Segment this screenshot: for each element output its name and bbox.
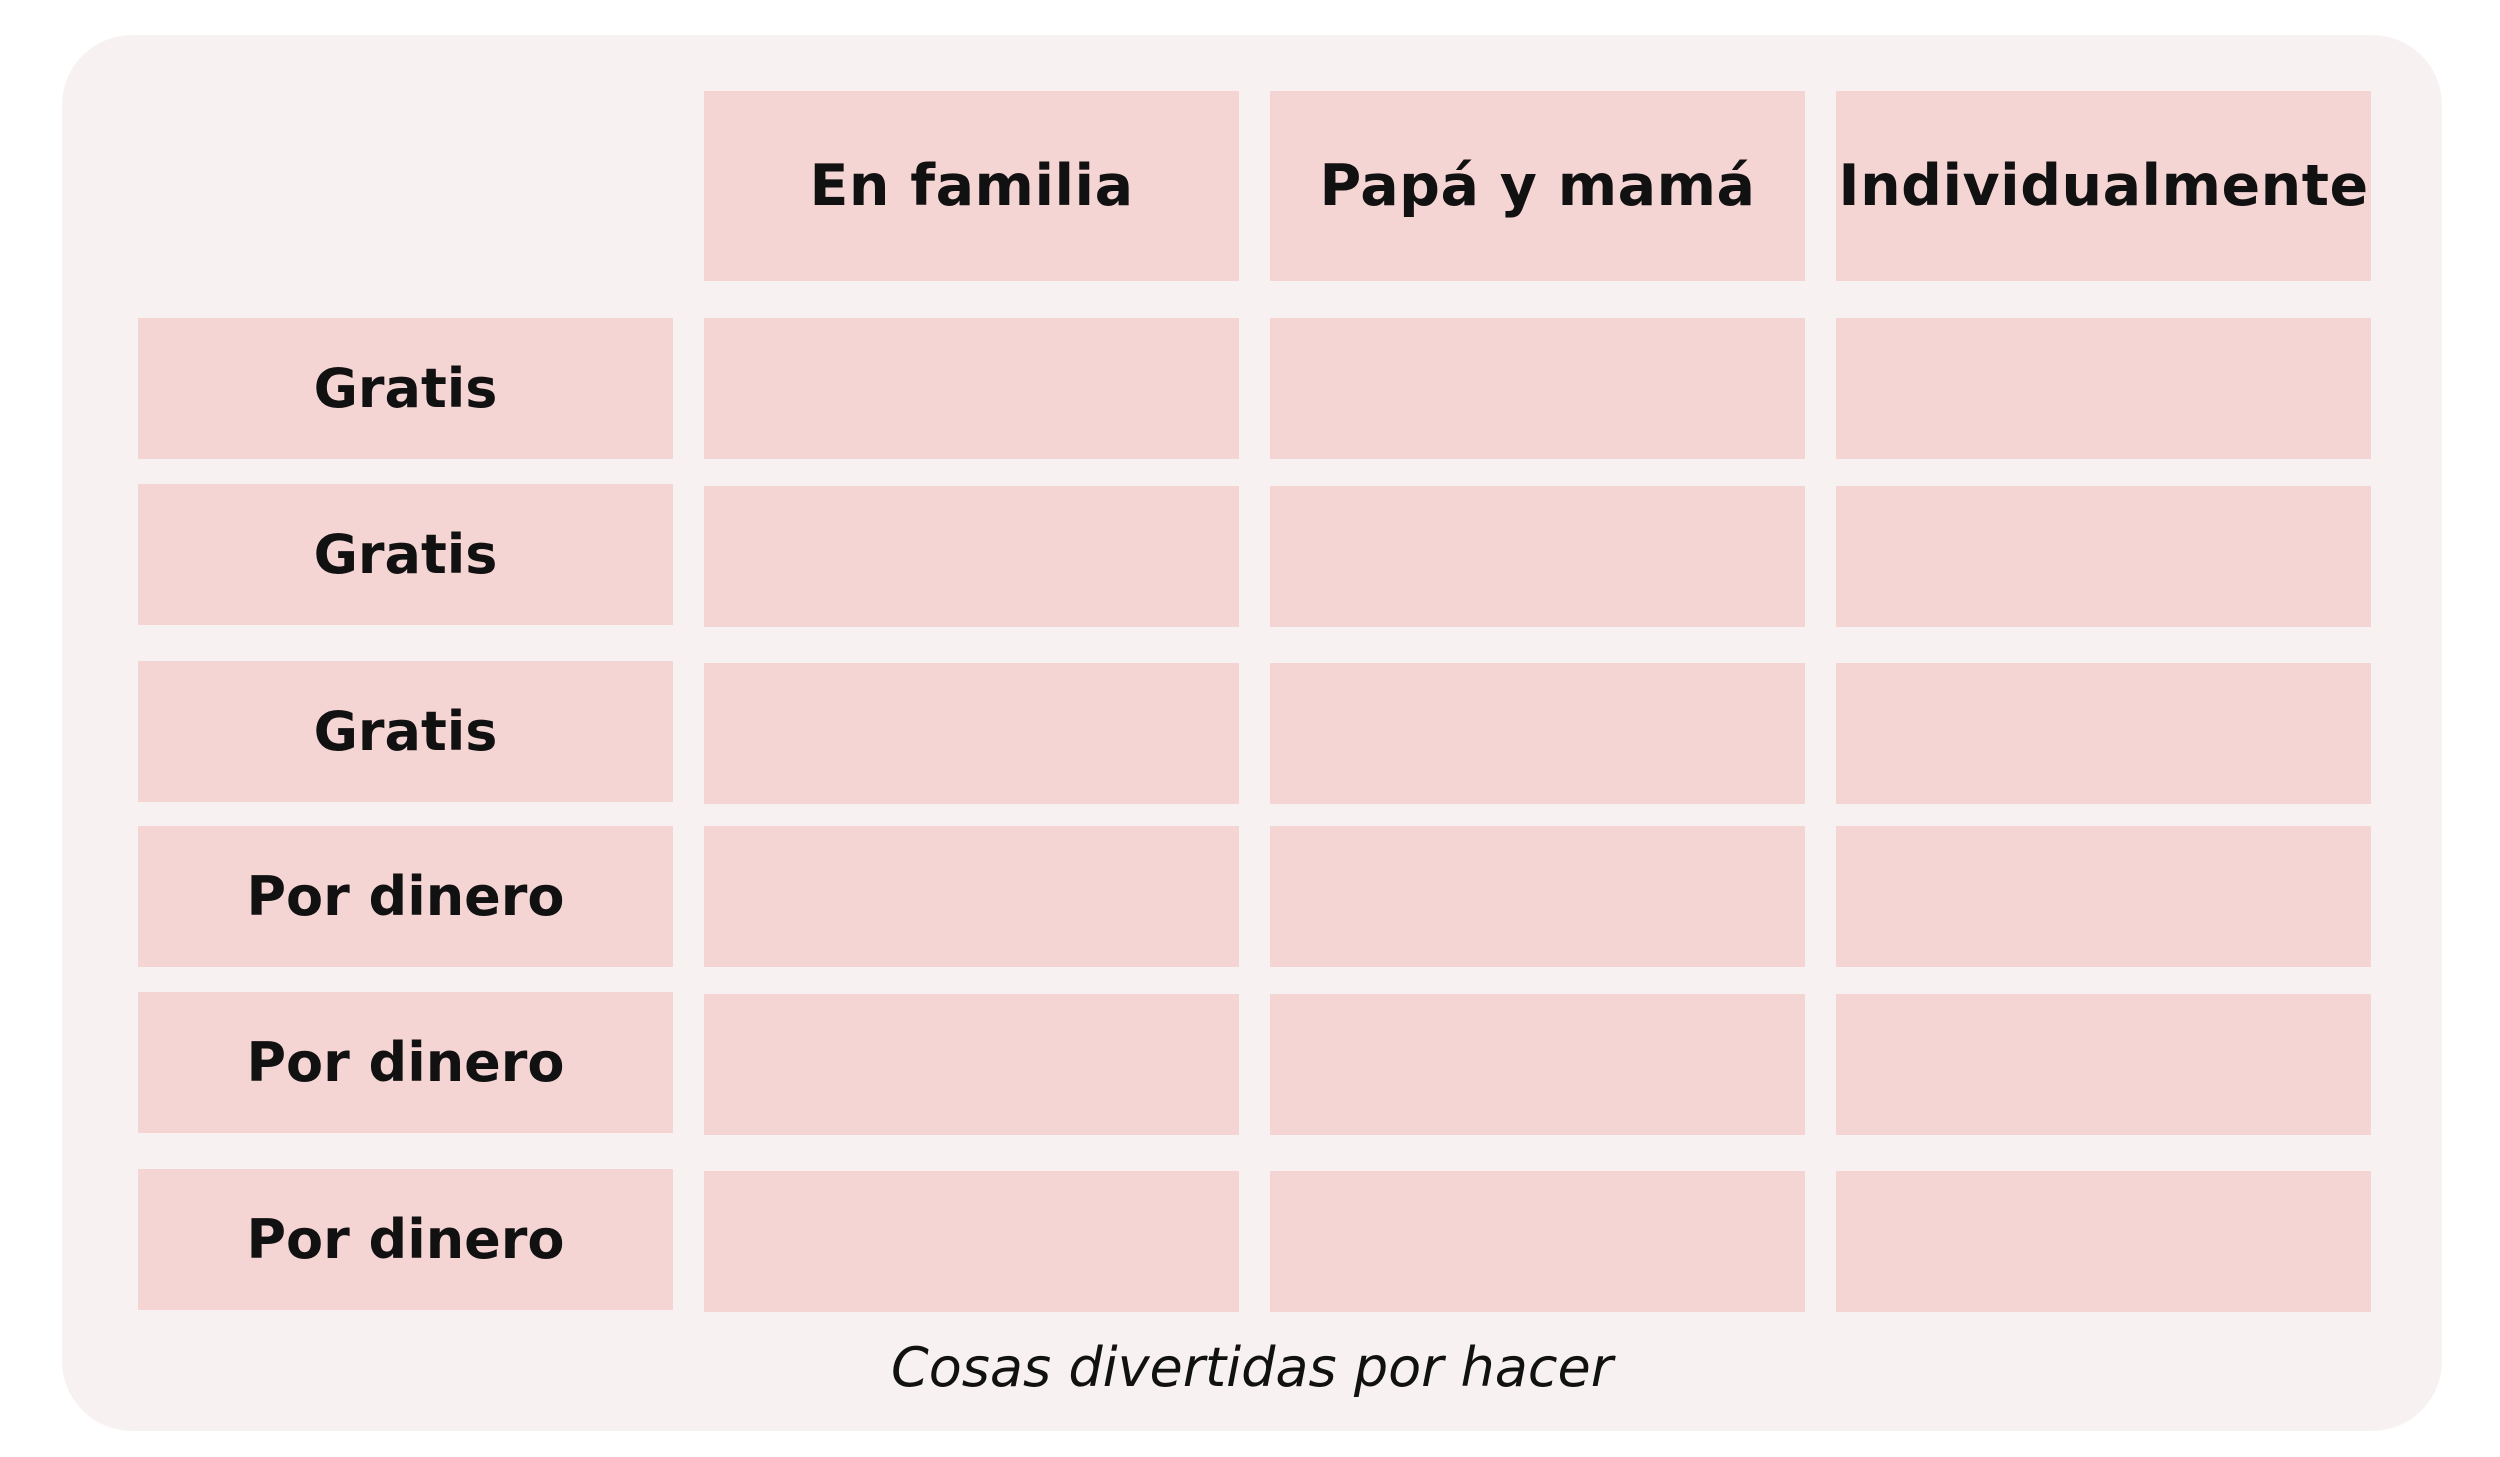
table-cell[interactable] [1836, 663, 2371, 804]
table-cell[interactable] [1836, 1171, 2371, 1312]
table-cell[interactable] [704, 663, 1239, 804]
table-cell[interactable] [704, 994, 1239, 1135]
row-label-por-dinero: Por dinero [138, 992, 673, 1133]
column-header-en-familia: En familia [704, 91, 1239, 281]
row-label-por-dinero: Por dinero [138, 826, 673, 967]
table-cell[interactable] [1270, 318, 1805, 459]
table-cell[interactable] [1270, 994, 1805, 1135]
table-cell[interactable] [1270, 826, 1805, 967]
table-cell[interactable] [704, 826, 1239, 967]
row-label-gratis: Gratis [138, 318, 673, 459]
table-cell[interactable] [1270, 486, 1805, 627]
table-cell[interactable] [704, 486, 1239, 627]
column-header-individualmente: Individualmente [1836, 91, 2371, 281]
table-cell[interactable] [1270, 663, 1805, 804]
column-header-papa-y-mama: Papá y mamá [1270, 91, 1805, 281]
row-label-gratis: Gratis [138, 484, 673, 625]
table-cell[interactable] [704, 1171, 1239, 1312]
table-caption: Cosas divertidas por hacer [891, 1336, 1613, 1399]
table-cell[interactable] [1836, 994, 2371, 1135]
table-cell[interactable] [704, 318, 1239, 459]
table-cell[interactable] [1836, 318, 2371, 459]
table-cell[interactable] [1836, 486, 2371, 627]
table-cell[interactable] [1836, 826, 2371, 967]
table-cell[interactable] [1270, 1171, 1805, 1312]
row-label-gratis: Gratis [138, 661, 673, 802]
row-label-por-dinero: Por dinero [138, 1169, 673, 1310]
